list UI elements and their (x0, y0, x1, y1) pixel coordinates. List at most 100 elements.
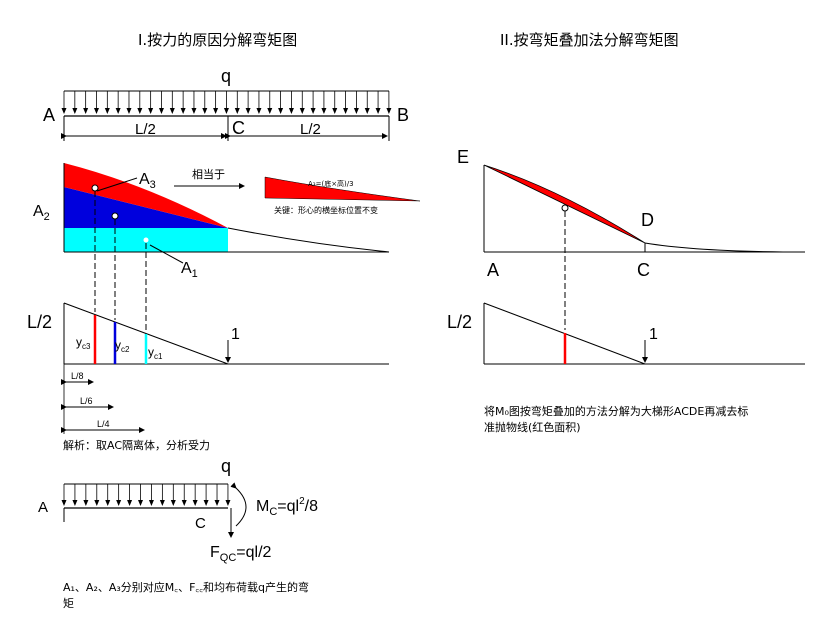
projection-lines (94, 191, 147, 330)
load-arrow-head (310, 108, 316, 114)
load-arrow-head (126, 108, 132, 114)
load-arrow-head (105, 500, 111, 506)
dim-l8-label: L/8 (71, 371, 84, 381)
load-arrow-head (83, 500, 89, 506)
summary-line-2: 矩 (63, 597, 74, 610)
load-arrow-head (191, 108, 197, 114)
load-arrow-head (72, 108, 78, 114)
load-arrow-head (115, 108, 121, 114)
label-a2: A2 (33, 203, 50, 223)
moment-area-diagram: A3 A2 A1 相当于 A₃=(底×高)/3 关键：形心的横坐标位置不变 (33, 163, 421, 280)
support-b-label: B (397, 105, 409, 125)
load-arrow-head (203, 500, 209, 506)
free-body-diagram: q A C MC=ql2/8 FQC=ql/2 (38, 456, 318, 564)
load-arrow-head (223, 108, 229, 114)
load-arrow-head (127, 500, 133, 506)
load-arrow-head (180, 108, 186, 114)
centroid-a2 (111, 212, 119, 220)
load-arrow-head (148, 108, 154, 114)
load-arrow-head (288, 108, 294, 114)
load-arrow-head (181, 500, 187, 506)
load-arrow-head (202, 108, 208, 114)
load-arrow-head (332, 108, 338, 114)
beam-diagram: q A B L/2 L/2 C (43, 66, 409, 141)
load-arrow-head (213, 108, 219, 114)
analysis-heading-text: 解析：取AC隔离体，分析受力 (63, 439, 211, 452)
small-area-formula: A₃=(底×高)/3 (308, 179, 354, 188)
ordinate-label-right: L/2 (447, 312, 472, 332)
load-arrow-head (61, 108, 67, 114)
load-arrow-head (148, 500, 154, 506)
support-a-label: A (43, 105, 55, 125)
load-arrow-head (138, 500, 144, 506)
key-note: 关键：形心的横坐标位置不变 (274, 205, 378, 215)
label-yc1: yc1 (148, 345, 163, 361)
load-arrow-head (364, 108, 370, 114)
right-point-c: C (637, 260, 650, 280)
load-arrow-head (256, 108, 262, 114)
load-arrow-head (353, 108, 359, 114)
load-arrow-head (375, 108, 381, 114)
load-arrow-head (83, 108, 89, 114)
unit-label-left: 1 (231, 326, 240, 343)
label-a1: A1 (181, 260, 198, 280)
label-yc3: yc3 (76, 335, 91, 351)
load-arrow-head (225, 500, 231, 506)
right-point-a: A (487, 260, 499, 280)
parabola-tail (227, 227, 390, 253)
load-arrows (61, 91, 392, 114)
dim-l6-label: L/6 (80, 396, 93, 406)
fbd-load-label: q (221, 456, 231, 476)
right-desc-line-1: 将M₀图按弯矩叠加的方法分解为大梯形ACDE再减去标 (484, 405, 749, 418)
load-arrow-head (170, 500, 176, 506)
fbd-point-c: C (195, 515, 206, 532)
label-yc2: yc2 (115, 338, 130, 354)
load-arrow-head (137, 108, 143, 114)
load-arrow-head (214, 500, 220, 506)
load-arrow-head (159, 500, 165, 506)
influence-line-left: L/2 yc3 yc2 yc1 1 L/8 L/6 L/4 (27, 302, 389, 434)
right-desc-line-2: 准抛物线(红色面积) (484, 421, 581, 434)
load-arrow-head (104, 108, 110, 114)
load-arrow-head (234, 108, 240, 114)
right-description: 将M₀图按弯矩叠加的方法分解为大梯形ACDE再减去标 准抛物线(红色面积) (484, 404, 794, 436)
summary-line-1: A₁、A₂、A₃分别对应M꜀、F꜀꜀和均布荷载q产生的弯 (63, 581, 310, 594)
load-arrow-head (278, 108, 284, 114)
right-point-e: E (457, 147, 469, 167)
mid-point-c: C (232, 118, 245, 138)
moment-equation: MC=ql2/8 (256, 496, 318, 518)
unit-label-right: 1 (649, 326, 658, 343)
analysis-heading: 解析：取AC隔离体，分析受力 (63, 438, 210, 454)
right-moment-diagram: E D A C (457, 147, 806, 330)
load-arrow-head (61, 500, 67, 506)
dim-l4-label: L/4 (97, 419, 110, 429)
right-parabola-tail (644, 242, 806, 253)
load-arrow-head (299, 108, 305, 114)
load-arrow-head (93, 108, 99, 114)
right-point-d: D (641, 210, 654, 230)
small-area-red (264, 176, 421, 202)
centroid-a1 (143, 237, 149, 243)
area-a3-red (64, 163, 228, 228)
dim-half-left: L/2 (135, 121, 156, 138)
shear-equation: FQC=ql/2 (210, 544, 272, 564)
influence-line-right: L/2 1 (447, 302, 805, 365)
fbd-load-arrows (61, 484, 231, 506)
load-arrow-head (72, 500, 78, 506)
load-arrow-head (245, 108, 251, 114)
load-arrow-head (386, 108, 392, 114)
centroid-a3 (91, 184, 99, 192)
load-arrow-head (169, 108, 175, 114)
dim-half-right: L/2 (300, 121, 321, 138)
summary-note: A₁、A₂、A₃分别对应M꜀、F꜀꜀和均布荷载q产生的弯 矩 (63, 580, 363, 612)
load-label: q (221, 66, 231, 86)
label-a3: A3 (139, 171, 156, 191)
equivalent-label: 相当于 (192, 167, 225, 181)
fbd-point-a: A (38, 499, 48, 516)
load-arrow-head (192, 500, 198, 506)
load-arrow-head (158, 108, 164, 114)
leader-a3 (96, 177, 138, 192)
load-arrow-head (321, 108, 327, 114)
load-arrow-head (343, 108, 349, 114)
